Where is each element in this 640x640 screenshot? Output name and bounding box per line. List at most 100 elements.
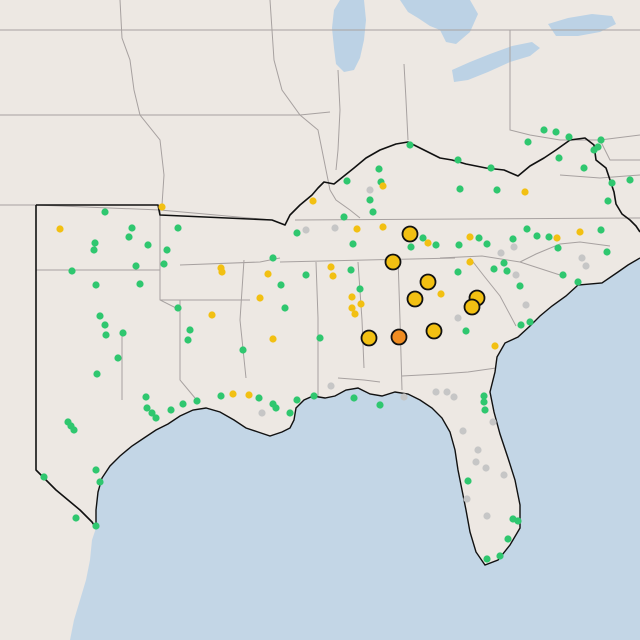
monitor-marker-good[interactable] [516,282,524,290]
monitor-marker-moderate[interactable] [269,335,277,343]
monitor-marker-good[interactable] [496,552,504,560]
monitor-marker-good[interactable] [349,240,357,248]
monitor-marker-moderate[interactable] [379,182,387,190]
monitor-marker-no-data[interactable] [302,226,310,234]
monitor-marker-good[interactable] [217,392,225,400]
monitor-marker-good[interactable] [96,478,104,486]
monitor-marker-moderate[interactable] [245,391,253,399]
monitor-marker-good[interactable] [96,312,104,320]
monitor-marker-good[interactable] [559,271,567,279]
monitor-marker-good[interactable] [475,234,483,242]
monitor-marker-good[interactable] [481,406,489,414]
monitor-marker-moderate[interactable] [56,225,64,233]
monitor-marker-good[interactable] [454,268,462,276]
monitor-marker-good[interactable] [152,414,160,422]
monitor-marker-good[interactable] [456,185,464,193]
monitor-marker-good[interactable] [626,176,634,184]
monitor-marker-good[interactable] [92,466,100,474]
monitor-marker-moderate[interactable] [348,304,356,312]
highlighted-marker-moderate[interactable] [463,298,481,316]
monitor-marker-good[interactable] [454,156,462,164]
highlighted-marker-moderate[interactable] [384,253,402,271]
monitor-marker-good[interactable] [376,401,384,409]
monitor-marker-good[interactable] [302,271,310,279]
highlighted-marker-usg[interactable] [390,328,408,346]
monitor-marker-good[interactable] [148,409,156,417]
monitor-marker-good[interactable] [167,406,175,414]
monitor-marker-good[interactable] [272,404,280,412]
monitor-marker-no-data[interactable] [463,495,471,503]
monitor-marker-good[interactable] [310,392,318,400]
monitor-marker-good[interactable] [524,138,532,146]
monitor-marker-moderate[interactable] [309,197,317,205]
monitor-marker-good[interactable] [179,400,187,408]
monitor-marker-good[interactable] [91,239,99,247]
monitor-marker-good[interactable] [487,164,495,172]
monitor-marker-moderate[interactable] [466,258,474,266]
monitor-marker-good[interactable] [500,259,508,267]
monitor-marker-good[interactable] [293,396,301,404]
highlighted-marker-moderate[interactable] [425,322,443,340]
monitor-marker-good[interactable] [594,143,602,151]
monitor-marker-no-data[interactable] [331,224,339,232]
monitor-marker-good[interactable] [406,141,414,149]
monitor-marker-good[interactable] [462,327,470,335]
monitor-marker-good[interactable] [340,213,348,221]
monitor-marker-moderate[interactable] [353,225,361,233]
monitor-marker-good[interactable] [101,321,109,329]
monitor-marker-good[interactable] [503,267,511,275]
monitor-marker-moderate[interactable] [208,311,216,319]
monitor-marker-no-data[interactable] [450,393,458,401]
monitor-marker-good[interactable] [350,394,358,402]
monitor-marker-good[interactable] [70,426,78,434]
monitor-marker-good[interactable] [102,331,110,339]
monitor-marker-no-data[interactable] [500,471,508,479]
monitor-marker-good[interactable] [419,234,427,242]
monitor-marker-no-data[interactable] [474,446,482,454]
monitor-marker-good[interactable] [483,555,491,563]
monitor-marker-good[interactable] [356,285,364,293]
monitor-markers[interactable] [40,126,634,563]
monitor-marker-good[interactable] [603,248,611,256]
highlighted-marker-moderate[interactable] [406,290,424,308]
monitor-marker-good[interactable] [580,164,588,172]
monitor-marker-good[interactable] [369,208,377,216]
monitor-marker-no-data[interactable] [483,512,491,520]
highlighted-marker-moderate[interactable] [419,273,437,291]
monitor-marker-good[interactable] [160,260,168,268]
monitor-marker-good[interactable] [574,278,582,286]
monitor-marker-good[interactable] [128,224,136,232]
monitor-marker-good[interactable] [464,477,472,485]
monitor-marker-good[interactable] [114,354,122,362]
monitor-marker-good[interactable] [552,128,560,136]
monitor-marker-good[interactable] [119,329,127,337]
monitor-marker-good[interactable] [144,241,152,249]
monitor-marker-good[interactable] [239,346,247,354]
monitor-marker-good[interactable] [480,392,488,400]
monitor-marker-moderate[interactable] [521,188,529,196]
monitor-marker-no-data[interactable] [512,271,520,279]
monitor-marker-good[interactable] [293,229,301,237]
monitor-marker-good[interactable] [40,473,48,481]
monitor-marker-good[interactable] [509,235,517,243]
monitor-marker-no-data[interactable] [510,243,518,251]
monitor-marker-good[interactable] [490,265,498,273]
monitor-marker-good[interactable] [186,326,194,334]
monitor-marker-moderate[interactable] [466,233,474,241]
monitor-marker-moderate[interactable] [256,294,264,302]
monitor-marker-good[interactable] [136,280,144,288]
monitor-marker-good[interactable] [92,281,100,289]
monitor-marker-moderate[interactable] [491,342,499,350]
monitor-marker-good[interactable] [174,224,182,232]
monitor-marker-no-data[interactable] [366,186,374,194]
monitor-marker-moderate[interactable] [229,390,237,398]
monitor-marker-good[interactable] [523,225,531,233]
monitor-marker-good[interactable] [286,409,294,417]
monitor-marker-good[interactable] [255,394,263,402]
monitor-marker-good[interactable] [604,197,612,205]
monitor-marker-good[interactable] [432,241,440,249]
monitor-marker-moderate[interactable] [437,290,445,298]
monitor-marker-no-data[interactable] [472,458,480,466]
monitor-marker-no-data[interactable] [482,464,490,472]
